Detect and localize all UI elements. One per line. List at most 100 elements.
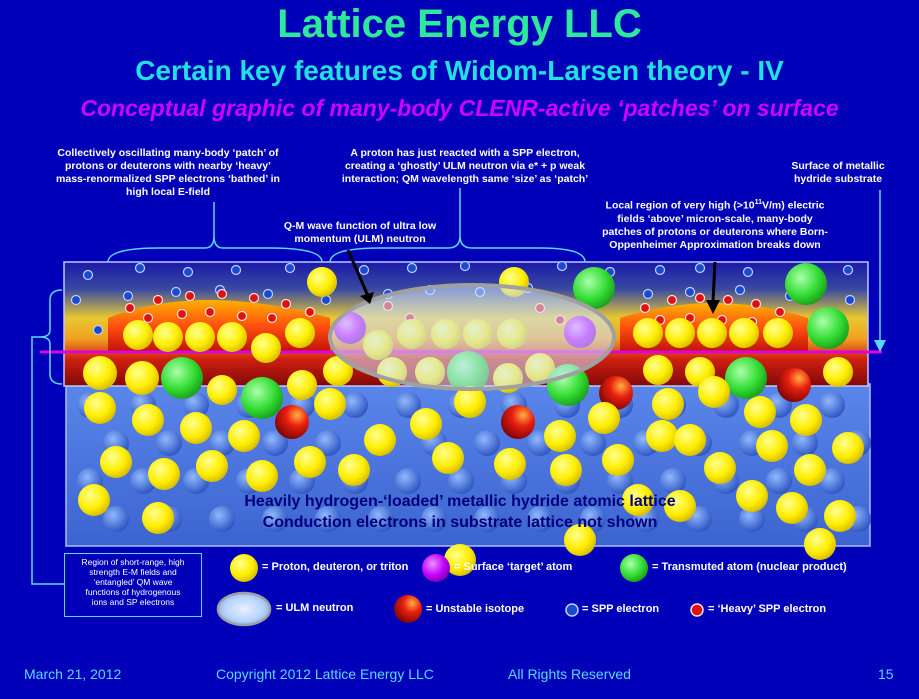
patch-annotation-line: high local E-field xyxy=(125,186,210,198)
proton-icon xyxy=(246,460,278,492)
lattice-atom xyxy=(315,430,341,456)
proton-icon xyxy=(744,396,776,428)
transmuted-atom-legend-icon xyxy=(620,554,648,582)
proton-icon xyxy=(294,446,326,478)
slide-subtitle-secondary: Conceptual graphic of many-body CLENR-ac… xyxy=(80,95,839,121)
proton-icon xyxy=(824,500,856,532)
spp-electron-icon xyxy=(844,294,856,306)
spp-electron-legend-icon xyxy=(565,603,579,617)
proton-icon xyxy=(564,524,596,556)
proton-annotation: A proton has just reacted with a SPP ele… xyxy=(315,147,615,186)
proton-icon xyxy=(454,386,486,418)
proton-icon xyxy=(364,424,396,456)
proton-icon xyxy=(544,420,576,452)
qm-annotation: Q-M wave function of ultra low momentum … xyxy=(255,220,465,246)
lattice-atom xyxy=(262,430,288,456)
local-region-annotation: Local region of very high (>1011V/m) ele… xyxy=(570,196,860,252)
proton-icon xyxy=(550,454,582,486)
lattice-atom xyxy=(395,468,421,494)
lattice-atom xyxy=(660,468,686,494)
proton-icon xyxy=(646,420,678,452)
lattice-atom xyxy=(315,506,341,532)
lattice-atom xyxy=(448,468,474,494)
proton-icon xyxy=(763,318,793,348)
proton-icon xyxy=(674,424,706,456)
spp-electron-icon xyxy=(284,262,296,274)
local-region-line: Oppenheimer Approximation breaks down xyxy=(609,238,821,251)
proton-icon xyxy=(633,318,663,348)
proton-icon xyxy=(665,318,695,348)
qm-annotation-line: momentum (ULM) neutron xyxy=(294,233,426,245)
heavy-spp-electron-icon xyxy=(204,306,216,318)
lattice-atom xyxy=(527,506,553,532)
proton-icon xyxy=(823,357,853,387)
proton-icon xyxy=(153,322,183,352)
lattice-atom xyxy=(792,430,818,456)
footer-copyright: Copyright 2012 Lattice Energy LLC xyxy=(216,666,434,682)
heavy-spp-electron-icon xyxy=(142,312,154,324)
transmuted-atom-icon xyxy=(807,307,849,349)
heavy-spp-electron-icon xyxy=(750,298,762,310)
spp-electron-icon xyxy=(642,288,654,300)
patch-annotation: Collectively oscillating many-body ‘patc… xyxy=(18,147,318,199)
region-legend-line: Region of short-range, high xyxy=(81,557,185,567)
proton-icon xyxy=(794,454,826,486)
proton-icon xyxy=(643,355,673,385)
spp-electron-icon xyxy=(694,262,706,274)
proton-icon xyxy=(832,432,864,464)
spp-electron-icon xyxy=(734,284,746,296)
proton-icon xyxy=(314,388,346,420)
unstable-isotope-icon xyxy=(501,405,535,439)
proton-icon xyxy=(100,446,132,478)
proton-icon xyxy=(323,356,353,386)
lattice-atom xyxy=(183,392,209,418)
proton-icon xyxy=(285,318,315,348)
unstable-isotope-icon xyxy=(599,376,633,410)
local-region-exponent: 11 xyxy=(754,199,763,206)
proton-icon xyxy=(664,490,696,522)
proton-icon xyxy=(83,356,117,390)
heavy-spp-electron-icon xyxy=(280,298,292,310)
transmuted-atom-icon xyxy=(161,357,203,399)
patch-annotation-line: Collectively oscillating many-body ‘patc… xyxy=(57,147,279,159)
ulm-neutron-legend-label: = ULM neutron xyxy=(276,602,354,614)
transmuted-atom-icon xyxy=(785,263,827,305)
proton-icon xyxy=(251,333,281,363)
region-legend-line: functions of hydrogenous xyxy=(85,587,181,597)
transmuted-atom-legend-label: = Transmuted atom (nuclear product) xyxy=(652,561,847,573)
local-region-line: patches of protons or deuterons where Bo… xyxy=(602,225,828,238)
proton-icon xyxy=(307,267,337,297)
proton-legend-label: = Proton, deuteron, or triton xyxy=(262,561,409,573)
surface-annotation: Surface of metallic hydride substrate xyxy=(768,160,908,186)
spp-electron-legend-label: = SPP electron xyxy=(582,603,660,615)
proton-icon xyxy=(132,404,164,436)
heavy-spp-electron-icon xyxy=(124,302,136,314)
proton-icon xyxy=(196,450,228,482)
heavy-spp-electron-icon xyxy=(774,306,786,318)
spp-electron-icon xyxy=(684,286,696,298)
spp-electron-icon xyxy=(134,262,146,274)
lattice-atom xyxy=(156,430,182,456)
lattice-atom xyxy=(739,506,765,532)
region-legend-line: strength E-M fields and xyxy=(89,567,177,577)
proton-icon xyxy=(338,454,370,486)
proton-icon xyxy=(588,402,620,434)
heavy-spp-electron-icon xyxy=(722,294,734,306)
proton-icon xyxy=(602,444,634,476)
proton-annotation-line: A proton has just reacted with a SPP ele… xyxy=(350,147,580,159)
heavy-spp-electron-icon xyxy=(304,306,316,318)
spp-electron-icon xyxy=(170,286,182,298)
local-region-prefix: Local region of very high (>10 xyxy=(605,199,755,212)
heavy-spp-electron-icon xyxy=(266,312,278,324)
footer-page-number: 15 xyxy=(878,666,894,682)
ulm-bracket xyxy=(329,235,586,263)
proton-icon xyxy=(207,375,237,405)
proton-icon xyxy=(697,318,727,348)
proton-icon xyxy=(622,484,654,516)
spp-electron-icon xyxy=(230,264,242,276)
heavy-spp-electron-icon xyxy=(639,302,651,314)
footer-date: March 21, 2012 xyxy=(24,666,122,682)
proton-icon xyxy=(790,404,822,436)
lattice-atom xyxy=(766,468,792,494)
